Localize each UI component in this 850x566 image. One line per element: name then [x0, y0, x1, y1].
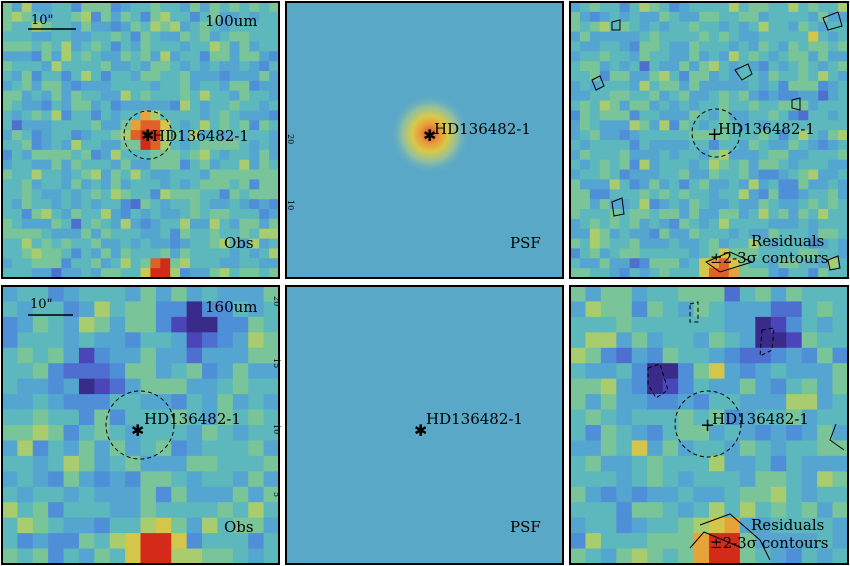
pixel-map-obs-160um — [2, 286, 279, 564]
aperture-circle — [691, 108, 741, 158]
source-star-marker: ✱ — [141, 126, 154, 145]
panel-obs-100um: ✱ HD136482-1 100um Obs 10" — [1, 1, 280, 279]
source-label: HD136482-1 — [712, 410, 809, 428]
panel-label-psf: PSF — [510, 518, 541, 536]
aperture-circle — [674, 390, 742, 458]
residual-contours — [647, 301, 845, 561]
panel-label-psf: PSF — [510, 234, 541, 252]
source-label: HD136482-1 — [144, 410, 241, 428]
residual-contours — [591, 11, 843, 273]
aperture-circle — [123, 110, 173, 160]
panel-label-residuals: Residuals — [751, 516, 824, 534]
source-cross-marker: + — [707, 124, 722, 145]
panel-label-residuals: Residuals — [751, 232, 824, 250]
pixel-map-residuals-160um — [570, 286, 848, 564]
source-label: HD136482-1 — [434, 120, 531, 138]
pixel-map-residuals-100um — [570, 2, 848, 278]
band-label: 160um — [205, 298, 258, 316]
tick-label-20: 20 — [286, 134, 295, 144]
tick-label-10: 10 — [272, 424, 281, 434]
row-160um: ✱ HD136482-1 160um Obs 10" 20 15 10 5 ✱ … — [1, 285, 849, 565]
source-label: HD136482-1 — [718, 120, 815, 138]
pixel-map-psf-100um — [390, 94, 470, 174]
pixel-map-obs-100um — [2, 2, 279, 278]
tick-label-15: 15 — [272, 358, 281, 368]
panel-label-contours: ±2-3σ contours — [710, 249, 828, 267]
panel-label-obs: Obs — [224, 518, 254, 536]
scalebar-label: 10" — [30, 297, 53, 312]
tick-label-10: 10 — [286, 200, 295, 210]
panel-frame — [569, 285, 849, 565]
band-label: 100um — [205, 12, 258, 30]
source-label: HD136482-1 — [426, 410, 523, 428]
panel-frame — [1, 285, 280, 565]
panel-obs-160um: ✱ HD136482-1 160um Obs 10" 20 15 10 5 — [1, 285, 281, 565]
source-star-marker: ✱ — [423, 126, 436, 145]
tick-label-20: 20 — [272, 296, 281, 306]
scalebar-label: 10" — [31, 13, 54, 28]
panel-psf-100um: ✱ HD136482-1 PSF 20 10 — [285, 1, 564, 279]
aperture-circle — [105, 390, 175, 460]
panel-psf-160um: ✱ HD136482-1 PSF — [285, 285, 564, 565]
panel-label-obs: Obs — [224, 234, 254, 252]
source-cross-marker: + — [700, 415, 715, 436]
row-100um: ✱ HD136482-1 100um Obs 10" ✱ HD136482-1 … — [1, 1, 849, 279]
psf-background — [286, 286, 563, 564]
tick-label-5: 5 — [272, 492, 281, 497]
panel-frame — [569, 1, 849, 279]
panel-frame — [285, 1, 564, 279]
panel-frame — [1, 1, 280, 279]
source-star-marker: ✱ — [131, 421, 144, 440]
panel-label-contours: ±2-3σ contours — [710, 534, 828, 552]
panel-residuals-160um: + HD136482-1 Residuals ±2-3σ contours — [569, 285, 849, 565]
source-label: HD136482-1 — [152, 127, 249, 145]
source-star-marker: ✱ — [414, 421, 427, 440]
panel-residuals-100um: + HD136482-1 Residuals ±2-3σ contours — [569, 1, 849, 279]
panel-frame — [285, 285, 564, 565]
